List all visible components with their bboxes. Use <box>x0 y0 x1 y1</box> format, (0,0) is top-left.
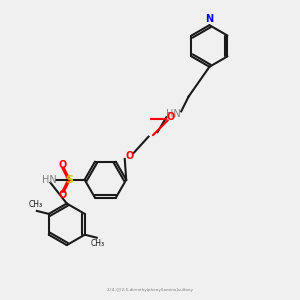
Text: HN: HN <box>167 109 181 119</box>
Text: CH₃: CH₃ <box>91 239 105 248</box>
Text: CH₃: CH₃ <box>28 200 42 209</box>
Text: O: O <box>58 160 66 170</box>
Text: N: N <box>206 14 214 24</box>
Text: S: S <box>66 175 74 185</box>
Text: O: O <box>125 151 133 161</box>
Text: O: O <box>167 112 175 122</box>
Text: O: O <box>58 190 66 200</box>
Text: HN: HN <box>42 175 56 185</box>
Text: 2-(4-{[(2,5-dimethylphenyl)amino]sulfony: 2-(4-{[(2,5-dimethylphenyl)amino]sulfony <box>106 288 194 292</box>
